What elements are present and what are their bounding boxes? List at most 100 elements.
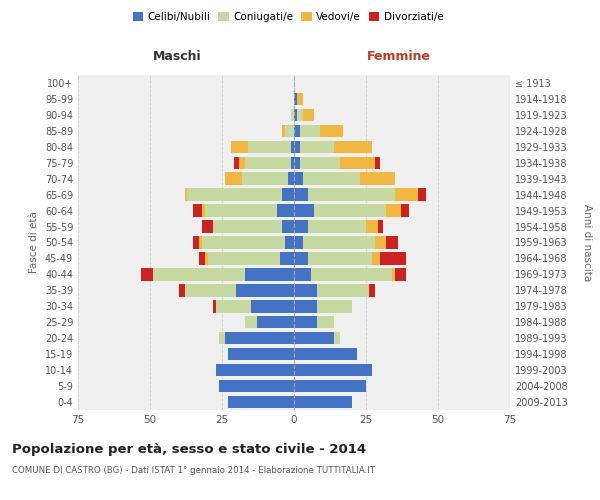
Bar (245, 268, 294, 280)
Bar (294, 172, 302, 185)
Bar (392, 268, 395, 280)
Bar (216, 364, 294, 376)
Bar (294, 364, 372, 376)
Bar (202, 236, 286, 248)
Bar (380, 252, 406, 264)
Bar (317, 300, 352, 312)
Bar (193, 204, 202, 217)
Bar (208, 252, 280, 264)
Bar (300, 124, 320, 137)
Bar (395, 188, 418, 201)
Bar (297, 92, 302, 105)
Bar (239, 156, 245, 169)
Bar (314, 204, 386, 217)
Bar (230, 140, 248, 153)
Bar (294, 332, 334, 344)
Bar (193, 236, 199, 248)
Bar (286, 124, 294, 137)
Bar (179, 284, 185, 296)
Bar (236, 284, 294, 296)
Bar (283, 220, 294, 233)
Bar (297, 108, 302, 121)
Bar (291, 108, 294, 121)
Bar (294, 220, 308, 233)
Bar (294, 348, 358, 360)
Bar (228, 348, 294, 360)
Bar (142, 268, 153, 280)
Bar (294, 300, 317, 312)
Bar (294, 156, 300, 169)
Bar (294, 204, 314, 217)
Bar (214, 300, 216, 312)
Bar (283, 188, 294, 201)
Bar (377, 220, 383, 233)
Text: Femmine: Femmine (367, 50, 431, 64)
Bar (225, 172, 242, 185)
Bar (216, 300, 251, 312)
Bar (340, 156, 374, 169)
Bar (294, 268, 311, 280)
Bar (280, 252, 294, 264)
Bar (386, 204, 401, 217)
Bar (418, 188, 427, 201)
Bar (294, 284, 317, 296)
Bar (386, 236, 398, 248)
Text: COMUNE DI CASTRO (BG) - Dati ISTAT 1° gennaio 2014 - Elaborazione TUTTITALIA.IT: COMUNE DI CASTRO (BG) - Dati ISTAT 1° ge… (12, 466, 375, 475)
Bar (219, 380, 294, 392)
Bar (202, 204, 205, 217)
Bar (291, 156, 294, 169)
Bar (300, 156, 340, 169)
Bar (288, 172, 294, 185)
Bar (300, 140, 334, 153)
Bar (214, 220, 283, 233)
Bar (294, 124, 300, 137)
Text: Maschi: Maschi (152, 50, 202, 64)
Bar (369, 284, 374, 296)
Bar (251, 300, 294, 312)
Bar (374, 236, 386, 248)
Bar (294, 188, 308, 201)
Bar (302, 236, 374, 248)
Y-axis label: Fasce di età: Fasce di età (29, 212, 39, 274)
Bar (294, 396, 352, 408)
Bar (185, 188, 187, 201)
Bar (334, 140, 372, 153)
Bar (311, 268, 392, 280)
Bar (257, 316, 294, 328)
Bar (187, 188, 283, 201)
Bar (242, 172, 288, 185)
Bar (294, 316, 317, 328)
Bar (395, 268, 406, 280)
Legend: Celibi/Nubili, Coniugati/e, Vedovi/e, Divorziati/e: Celibi/Nubili, Coniugati/e, Vedovi/e, Di… (128, 8, 448, 26)
Bar (294, 252, 308, 264)
Text: Popolazione per età, sesso e stato civile - 2014: Popolazione per età, sesso e stato civil… (12, 442, 366, 456)
Bar (245, 316, 257, 328)
Bar (283, 124, 286, 137)
Bar (334, 332, 340, 344)
Bar (205, 252, 208, 264)
Bar (294, 108, 297, 121)
Bar (294, 140, 300, 153)
Bar (294, 92, 297, 105)
Bar (308, 188, 395, 201)
Bar (202, 220, 214, 233)
Bar (317, 316, 334, 328)
Bar (185, 284, 236, 296)
Bar (360, 172, 395, 185)
Bar (302, 108, 314, 121)
Y-axis label: Anni di nascita: Anni di nascita (581, 204, 592, 281)
Bar (294, 236, 302, 248)
Bar (286, 236, 294, 248)
Bar (374, 156, 380, 169)
Bar (308, 252, 372, 264)
Bar (219, 332, 225, 344)
Bar (245, 156, 291, 169)
Bar (248, 140, 291, 153)
Bar (302, 172, 360, 185)
Bar (228, 396, 294, 408)
Bar (366, 220, 377, 233)
Bar (199, 252, 205, 264)
Bar (199, 236, 202, 248)
Bar (153, 268, 245, 280)
Bar (401, 204, 409, 217)
